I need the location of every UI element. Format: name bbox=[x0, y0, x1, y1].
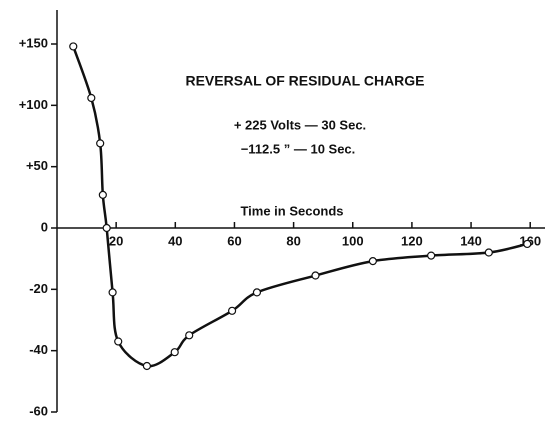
data-point bbox=[102, 223, 111, 233]
y-tick-label: +150 bbox=[19, 35, 48, 50]
y-tick-label: -20 bbox=[29, 281, 48, 296]
data-point bbox=[87, 93, 96, 103]
x-tick-label: 120 bbox=[401, 233, 423, 248]
y-tick-label: -40 bbox=[29, 342, 48, 357]
data-point bbox=[311, 271, 320, 280]
annotation: + 225 Volts — 30 Sec. bbox=[234, 117, 366, 132]
data-point bbox=[108, 288, 117, 297]
data-point bbox=[96, 139, 105, 148]
y-tick-label: +50 bbox=[26, 158, 48, 173]
data-point bbox=[142, 361, 152, 371]
y-tick-label: -60 bbox=[29, 403, 48, 418]
data-point bbox=[368, 257, 377, 266]
data-point bbox=[523, 239, 532, 249]
data-point bbox=[114, 337, 123, 346]
data-point bbox=[227, 306, 237, 315]
data-point bbox=[98, 190, 107, 199]
chart-title: REVERSAL OF RESIDUAL CHARGE bbox=[185, 73, 424, 89]
x-tick-label: 40 bbox=[168, 233, 182, 248]
data-point bbox=[185, 331, 194, 340]
x-tick-label: 100 bbox=[342, 233, 364, 248]
y-tick-label: +100 bbox=[19, 97, 48, 112]
x-tick-label: 80 bbox=[286, 233, 300, 248]
x-tick-label: 60 bbox=[227, 233, 241, 248]
data-point bbox=[252, 288, 262, 297]
y-tick-label: 0 bbox=[41, 219, 48, 234]
data-point bbox=[170, 348, 179, 357]
data-point bbox=[69, 42, 78, 51]
annotation: −112.5 ” — 10 Sec. bbox=[241, 141, 356, 156]
data-point bbox=[484, 248, 493, 257]
data-point bbox=[427, 251, 436, 260]
x-tick-label: 140 bbox=[460, 233, 482, 248]
x-tick-label: 20 bbox=[109, 233, 123, 248]
x-axis-label: Time in Seconds bbox=[240, 203, 343, 218]
